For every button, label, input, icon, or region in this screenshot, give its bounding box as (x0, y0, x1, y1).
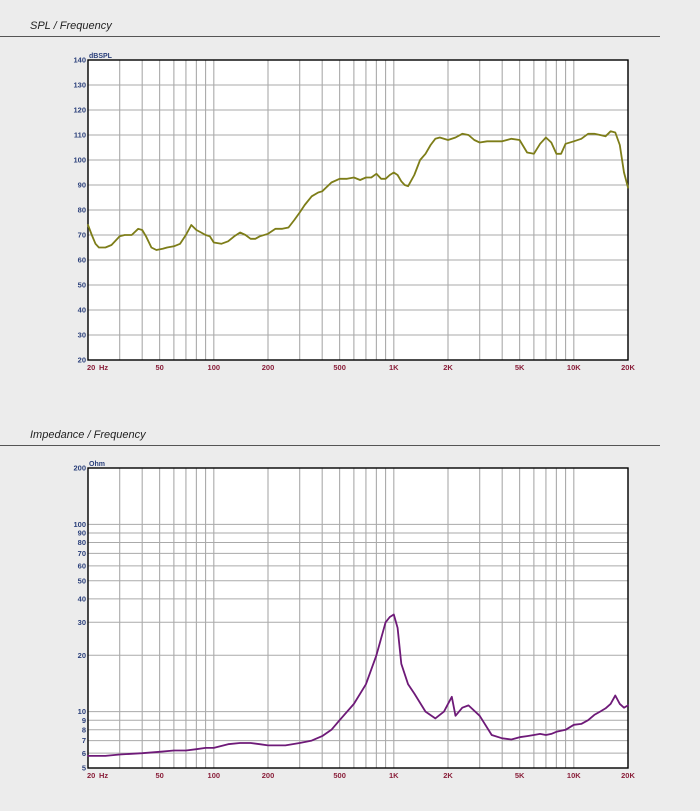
impedance-ytick-label: 200 (73, 464, 86, 473)
spl-ytick-label: 30 (78, 331, 86, 340)
impedance-ytick-label: 70 (78, 549, 86, 558)
spl-xtick-label: 1K (389, 363, 399, 372)
impedance-series-line (87, 613, 629, 757)
spl-x-axis-unit: Hz (99, 363, 108, 372)
impedance-ytick-label: 6 (82, 749, 86, 758)
spl-xtick-label: 20 (87, 363, 95, 372)
spl-ytick-label: 130 (73, 81, 86, 90)
spl-ytick-label: 60 (78, 256, 86, 265)
spl-plot-border (87, 59, 629, 361)
impedance-xtick-label: 10K (567, 771, 581, 780)
spl-ytick-label: 20 (78, 356, 86, 365)
spl-xtick-label: 500 (333, 363, 346, 372)
spl-chart: 20 30 40 50 60 70 80 90 100 110 120 130 140 dBSPL 20 50… (73, 53, 635, 372)
spl-ytick-label: 110 (74, 131, 86, 140)
impedance-plot-border (87, 467, 629, 769)
impedance-xtick-label: 20 (87, 771, 95, 780)
spl-xtick-label: 200 (262, 363, 275, 372)
impedance-ytick-label: 10 (78, 707, 86, 716)
impedance-ytick-label: 40 (78, 594, 86, 603)
spl-ytick-label: 100 (73, 156, 86, 165)
impedance-ytick-label: 5 (82, 764, 86, 773)
impedance-ytick-label: 50 (78, 576, 86, 585)
spl-series-line (87, 130, 629, 251)
spl-xtick-label: 20K (621, 363, 635, 372)
spl-ytick-label: 120 (73, 106, 86, 115)
impedance-ytick-label: 30 (78, 618, 86, 627)
impedance-xtick-label: 1K (389, 771, 399, 780)
spl-ytick-label: 140 (73, 56, 86, 65)
spl-ytick-label: 50 (78, 281, 86, 290)
impedance-xtick-label: 200 (262, 771, 275, 780)
impedance-chart-title: Impedance / Frequency (30, 429, 146, 441)
impedance-xtick-label: 5K (515, 771, 525, 780)
spl-xtick-label: 5K (515, 363, 525, 372)
spl-ytick-label: 90 (78, 181, 86, 190)
impedance-ytick-label: 8 (82, 725, 86, 734)
impedance-xtick-label: 20K (621, 771, 635, 780)
impedance-ytick-label: 20 (78, 651, 86, 660)
impedance-xtick-label: 500 (333, 771, 346, 780)
impedance-ytick-label: 100 (73, 520, 86, 529)
spl-xtick-label: 2K (443, 363, 453, 372)
impedance-plot-area (88, 468, 628, 768)
spl-xtick-label: 10K (567, 363, 581, 372)
spl-xtick-label: 50 (155, 363, 163, 372)
spl-xtick-label: 100 (208, 363, 221, 372)
impedance-x-axis-unit: Hz (99, 771, 108, 780)
spl-chart-title: SPL / Frequency (30, 20, 112, 32)
impedance-y-axis-label: Ohm (89, 461, 105, 468)
impedance-ytick-label: 9 (82, 716, 86, 725)
impedance-xtick-label: 2K (443, 771, 453, 780)
spl-ytick-label: 80 (78, 206, 86, 215)
impedance-ytick-label: 90 (78, 529, 86, 538)
spl-ytick-label: 70 (78, 231, 86, 240)
impedance-ytick-label: 80 (78, 538, 86, 547)
spl-title-rule (0, 36, 660, 37)
impedance-title-rule (0, 445, 660, 446)
spl-y-axis-label: dBSPL (89, 53, 113, 60)
impedance-ytick-label: 7 (82, 736, 86, 745)
impedance-ytick-label: 60 (78, 562, 86, 571)
impedance-xtick-label: 50 (155, 771, 163, 780)
spl-ytick-label: 40 (78, 306, 86, 315)
impedance-xtick-label: 100 (208, 771, 221, 780)
